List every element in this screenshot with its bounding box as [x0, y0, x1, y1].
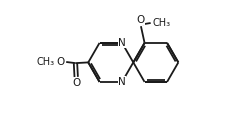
Text: N: N [118, 77, 126, 87]
Text: N: N [118, 38, 126, 48]
Text: O: O [56, 57, 65, 67]
Text: CH₃: CH₃ [152, 18, 170, 28]
Text: O: O [137, 15, 145, 25]
Text: CH₃: CH₃ [36, 57, 54, 67]
Text: O: O [72, 78, 80, 88]
